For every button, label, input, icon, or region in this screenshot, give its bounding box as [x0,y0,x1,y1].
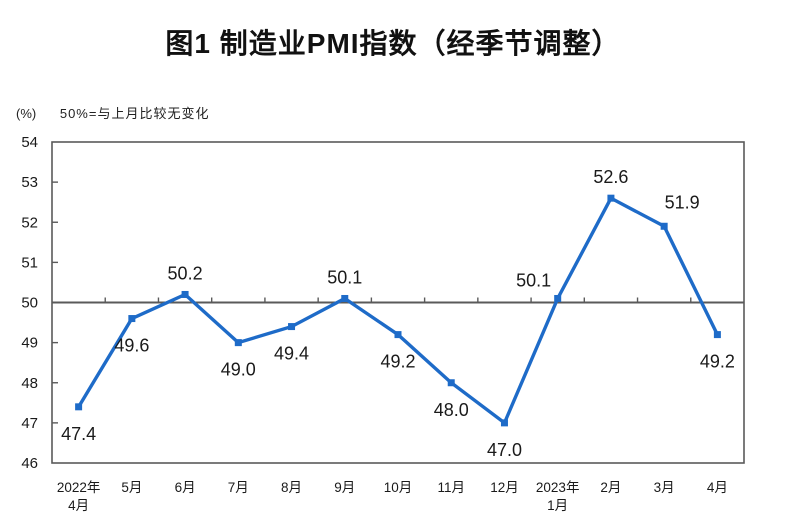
data-point-label: 48.0 [434,400,469,420]
data-point-label: 49.6 [114,336,149,356]
x-axis-label: 12月 [490,480,519,495]
data-point-marker [394,331,402,339]
x-axis-label: 8月 [281,480,302,495]
pmi-series-line [77,195,719,426]
x-axis-label: 6月 [175,480,196,495]
y-axis-tick-label: 50 [21,295,38,312]
data-point-label: 47.0 [487,440,522,460]
data-point-marker [660,222,668,230]
y-axis-tick-label: 51 [21,254,38,271]
chart-title: 图1 制造业PMI指数（经季节调整） [165,28,621,59]
y-axis-tick-label: 46 [21,455,38,472]
x-axis-label: 9月 [334,480,355,495]
x-axis-label: 11月 [437,480,465,495]
data-point-marker [554,294,562,302]
data-point-label: 49.4 [274,344,309,364]
data-point-label: 51.9 [665,192,700,212]
y-axis-tick-label: 48 [21,375,38,392]
y-axis-tick-label: 54 [21,134,38,151]
baseline-note: 50%=与上月比较无变化 [59,106,210,121]
data-point-marker [341,294,349,302]
data-point-label: 50.1 [516,270,551,290]
x-axis-label: 2月 [600,480,621,495]
y-axis-tick-label: 49 [21,335,38,352]
x-axis-label: 10月 [384,480,413,495]
data-point-label: 47.4 [61,424,96,444]
data-point-marker [447,379,455,387]
data-point-marker [75,403,83,411]
x-axis-label: 3月 [654,480,675,495]
data-point-marker [128,315,136,323]
data-point-label: 49.0 [221,360,256,380]
data-point-marker [607,194,615,202]
x-axis-label: 4月 [707,480,728,495]
data-point-label: 49.2 [700,352,735,372]
data-point-label: 52.6 [593,167,628,187]
x-axis-label: 5月 [121,480,142,495]
x-axis-label: 7月 [228,480,249,495]
y-axis-tick-label: 52 [21,214,38,231]
x-axis-label: 2023年 1月 [536,480,580,513]
x-axis-label: 2022年 4月 [57,480,101,513]
y-axis-unit-label: (%) [16,106,37,121]
y-axis-tick-label: 47 [21,415,38,432]
data-point-marker [500,419,508,427]
data-point-marker [288,323,296,331]
y-axis-tick-label: 53 [21,174,38,191]
data-point-label: 49.2 [380,352,415,372]
data-point-label: 50.1 [327,267,362,287]
data-point-marker [234,339,242,347]
axis-unit-row: (%) 50%=与上月比较无变化 [16,103,209,122]
data-point-marker [181,290,189,298]
data-point-marker [713,331,721,339]
data-point-label: 50.2 [168,263,203,283]
